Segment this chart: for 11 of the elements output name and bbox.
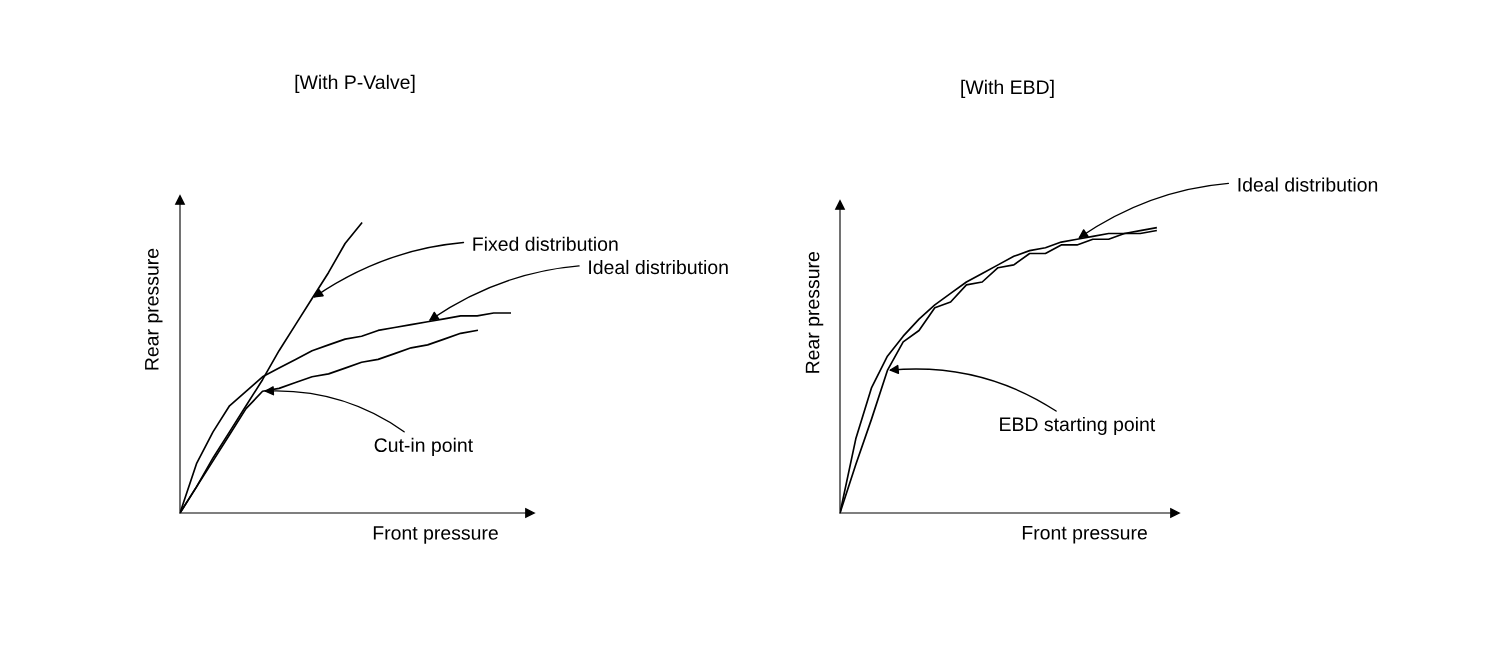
text: Ideal distribution [1238, 177, 1378, 192]
y-axis-title: Rear pressure [145, 248, 163, 370]
chart-title: [With EBD] [961, 79, 1054, 98]
annotation: Cut-in point [374, 437, 473, 456]
annotation: Fixed distribution [473, 236, 618, 251]
text: Ideal distribution [589, 259, 728, 275]
y-axis-title: Rear pressure [805, 252, 824, 373]
x-axis-title: Front pressure [373, 526, 498, 544]
chart-title: [With P-Valve] [295, 74, 415, 93]
annotation: EBD starting point [1000, 416, 1156, 436]
x-axis-title: Front pressure [1022, 526, 1147, 544]
